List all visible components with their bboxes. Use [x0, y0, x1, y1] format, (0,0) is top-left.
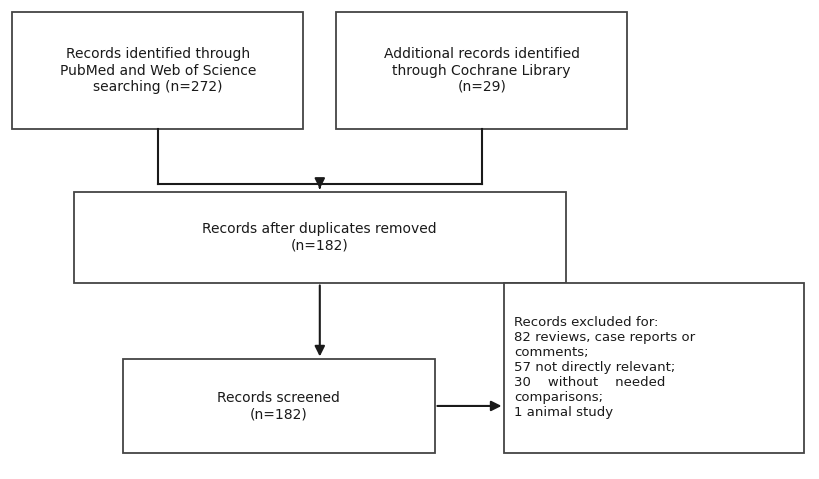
FancyBboxPatch shape	[504, 283, 803, 453]
Text: Records identified through
PubMed and Web of Science
searching (n=272): Records identified through PubMed and We…	[60, 47, 256, 94]
FancyBboxPatch shape	[12, 12, 303, 129]
Text: Records after duplicates removed
(n=182): Records after duplicates removed (n=182)	[202, 222, 437, 252]
Text: Records excluded for:
82 reviews, case reports or
comments;
57 not directly rele: Records excluded for: 82 reviews, case r…	[514, 316, 695, 419]
FancyBboxPatch shape	[336, 12, 627, 129]
Text: Records screened
(n=182): Records screened (n=182)	[217, 391, 340, 421]
FancyBboxPatch shape	[74, 192, 565, 283]
Text: Additional records identified
through Cochrane Library
(n=29): Additional records identified through Co…	[383, 47, 579, 94]
FancyBboxPatch shape	[123, 359, 434, 453]
